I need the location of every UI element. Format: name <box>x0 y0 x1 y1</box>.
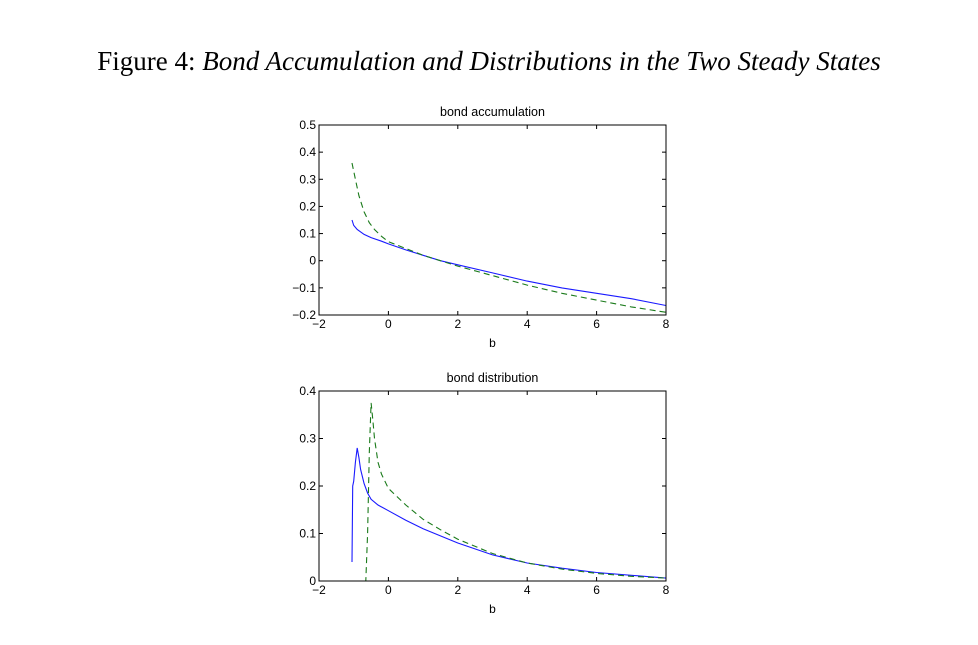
y-tick-label: 0.4 <box>299 145 316 159</box>
x-tick-label: −2 <box>312 583 326 597</box>
series-line-solid <box>351 447 666 579</box>
y-tick-label: 0.4 <box>299 384 316 398</box>
x-tick-label: 6 <box>593 583 600 597</box>
x-axis-label: b <box>489 336 496 350</box>
y-tick-label: 0.1 <box>299 527 316 541</box>
y-tick-label: 0.3 <box>299 432 316 446</box>
y-tick-label: 0.5 <box>299 118 316 132</box>
figure-title: Bond Accumulation and Distributions in t… <box>202 46 881 76</box>
y-tick-label: 0.1 <box>299 227 316 241</box>
x-tick-label: 8 <box>663 583 670 597</box>
x-tick-label: 4 <box>524 583 531 597</box>
x-tick-label: 2 <box>454 583 461 597</box>
x-tick-label: 0 <box>385 317 392 331</box>
x-tick-label: 2 <box>454 317 461 331</box>
figure-label: Figure 4: <box>97 46 196 76</box>
figure-caption: Figure 4: Bond Accumulation and Distribu… <box>0 46 978 77</box>
series-line-solid <box>351 219 666 307</box>
x-tick-label: 4 <box>524 317 531 331</box>
chart-panel-2: bond distribution−2 0 2 4 6 800.10.20.30.4b <box>299 371 669 616</box>
y-tick-label: 0.2 <box>299 479 316 493</box>
x-tick-label: 6 <box>593 317 600 331</box>
chart-panel-1: bond accumulation −2 0 2 4 6 8 −0.2 −0.1 0 0.1 0.2 0… <box>292 105 669 350</box>
x-tick-label: −2 <box>312 317 326 331</box>
x-axis-label: b <box>489 602 496 616</box>
plot-frame <box>318 390 667 582</box>
series-line-dashed <box>351 162 666 313</box>
plot-frame <box>318 124 667 316</box>
y-tick-label: 0.3 <box>299 172 316 186</box>
y-tick-label: −0.1 <box>292 281 316 295</box>
y-tick-label: 0 <box>309 574 316 588</box>
y-tick-label: 0 <box>309 254 316 268</box>
chart-title: bond distribution <box>447 371 539 385</box>
x-tick-label: 0 <box>385 583 392 597</box>
y-tick-label: 0.2 <box>299 199 316 213</box>
y-tick-label: −0.2 <box>292 308 316 322</box>
series-line-dashed <box>353 402 666 581</box>
x-tick-label: 8 <box>663 317 670 331</box>
chart-title: bond accumulation <box>440 105 545 119</box>
